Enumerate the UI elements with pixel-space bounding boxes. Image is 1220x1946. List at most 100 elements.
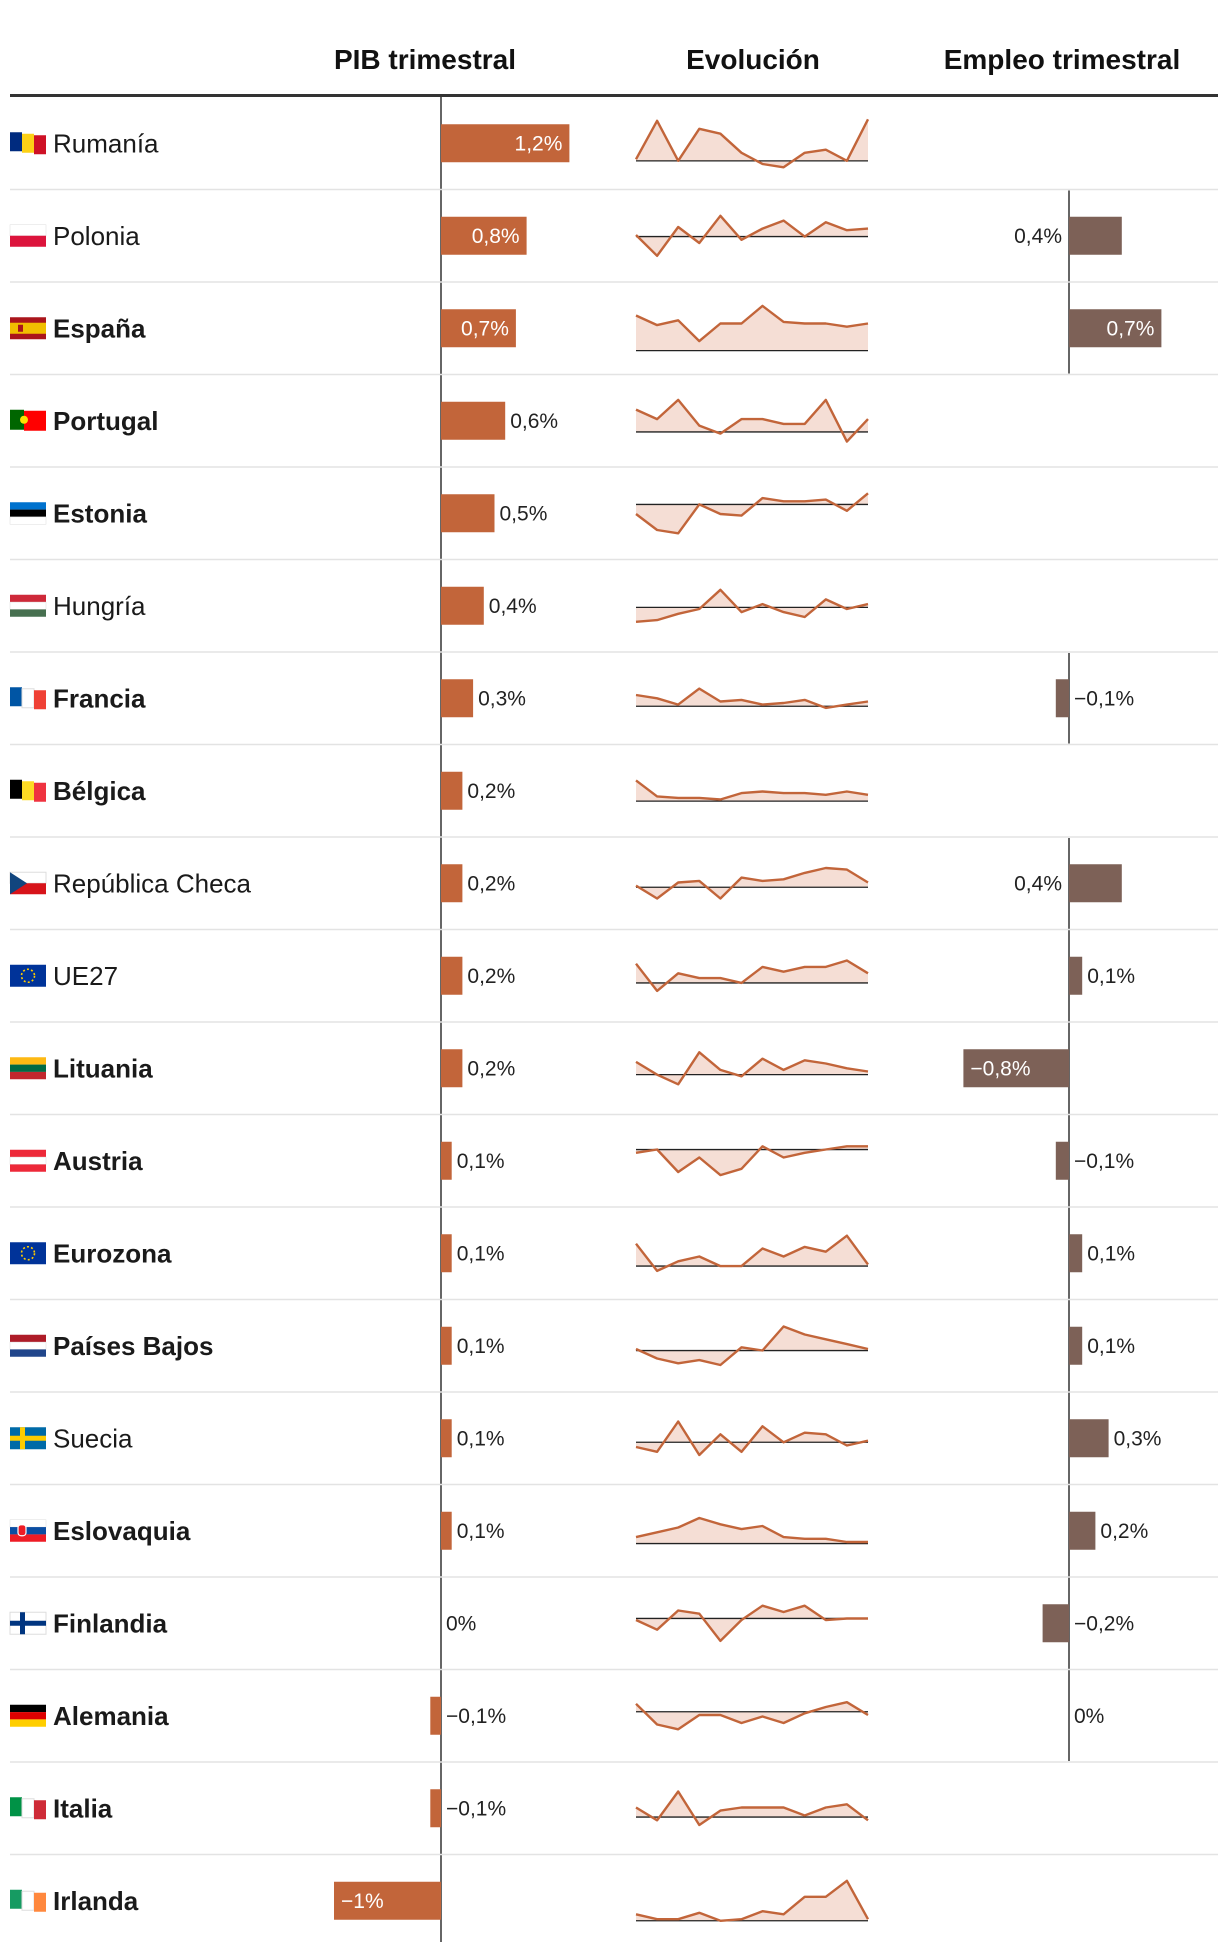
flag-stripe (10, 1534, 46, 1542)
gdp-value-label: 0,7% (461, 317, 509, 340)
country-name: Austria (53, 1146, 143, 1176)
sparkline-line (635, 492, 869, 535)
flag-stripe (10, 1071, 46, 1080)
sparkline-area (636, 1605, 868, 1641)
country-name: Portugal (53, 406, 158, 436)
flag-stars (20, 1245, 36, 1261)
gdp-bar (441, 771, 463, 810)
gdp-value-label: 0,1% (457, 1150, 505, 1173)
country-name: Irlanda (53, 1886, 139, 1916)
gdp-value-label: 0,2% (467, 965, 515, 988)
evolution-sparkline (635, 1700, 869, 1731)
table-row: Eurozona 0,1% 0,1% (10, 1234, 1218, 1301)
flag-stripe (34, 690, 46, 710)
table-row: República Checa 0,2% 0,4% (9, 864, 1218, 931)
flag-stripe (10, 409, 24, 430)
employment-value-label: 0% (1074, 1705, 1104, 1728)
sparkline-area (636, 119, 868, 168)
gdp-bar (441, 124, 570, 163)
flag-icon (10, 779, 46, 802)
header-employment: Empleo trimestral (944, 44, 1181, 75)
flag-icon (9, 1149, 47, 1172)
country-name: Bélgica (53, 776, 146, 806)
country-name: Finlandia (53, 1608, 168, 1638)
sparkline-area (636, 780, 868, 802)
flag-stripe (10, 1527, 46, 1535)
evolution-sparkline (635, 304, 869, 352)
flag-cross (10, 1435, 46, 1441)
table-row: Irlanda −1% (10, 1879, 870, 1923)
flag-emblem (20, 415, 28, 424)
flag-icon (10, 317, 46, 340)
header-rule (10, 94, 1218, 97)
sparkline-line (635, 1325, 869, 1367)
employment-value-label: 0,4% (1014, 872, 1062, 895)
country-name: Francia (53, 683, 146, 713)
gdp-value-label: −0,1% (446, 1705, 506, 1728)
country-name: Alemania (53, 1701, 169, 1731)
sparkline-area (636, 305, 868, 351)
sparkline-area (636, 399, 868, 442)
employment-value-label: 0,4% (1014, 225, 1062, 248)
evolution-sparkline (635, 1145, 868, 1177)
sparkline-line (635, 398, 869, 443)
employment-value-label: −0,1% (1074, 1150, 1134, 1173)
flag-stripe (10, 779, 22, 799)
header-gdp: PIB trimestral (334, 44, 516, 75)
evolution-sparkline (635, 1790, 869, 1827)
sparkline-line (635, 1516, 868, 1544)
flag-icon (10, 687, 46, 710)
flag-stripe (34, 135, 46, 155)
sparkline-area (636, 1326, 868, 1365)
sparkline-area (636, 868, 868, 899)
rows: Rumanía 1,2% Polonia 0,8% 0,4% España 0,7% 0,7%… (9, 97, 1218, 1942)
evolution-sparkline (635, 866, 869, 900)
sparkline-line (635, 959, 869, 993)
flag-cross (10, 1620, 46, 1626)
sparkline-line (635, 1700, 869, 1731)
sparkline-line (635, 1420, 869, 1457)
gdp-value-label: 0,1% (457, 1520, 505, 1543)
flag-icon (9, 1334, 47, 1357)
evolution-sparkline (635, 1879, 870, 1923)
flag-emblem (18, 324, 23, 332)
flag-stripe (22, 133, 34, 153)
evolution-sparkline (635, 959, 869, 993)
evolution-sparkline (634, 118, 870, 169)
employment-value-label: −0,8% (970, 1057, 1030, 1080)
flag-icon (10, 1242, 46, 1265)
gdp-bar (441, 864, 463, 903)
flag-icon (10, 1427, 46, 1450)
table-row: Francia 0,3% −0,1% (10, 679, 1218, 746)
flag-stars (20, 968, 36, 984)
sparkline-line (635, 1879, 870, 1923)
flag-icon (9, 1611, 47, 1635)
country-name: Hungría (53, 591, 146, 621)
table-row: Italia −0,1% (10, 1789, 1218, 1856)
evolution-sparkline (635, 1420, 869, 1457)
flag-stripe (10, 1704, 46, 1713)
sparkline-line (635, 1604, 868, 1643)
sparkline-line (634, 118, 870, 169)
table-row: Portugal 0,6% (10, 398, 1218, 468)
gdp-bar (441, 1511, 452, 1550)
flag-stripe (10, 687, 22, 707)
flag-stripe (10, 509, 46, 517)
gdp-bar (441, 1234, 452, 1273)
flag-triangle (10, 872, 27, 895)
employment-value-label: −0,1% (1074, 687, 1134, 710)
gdp-bar (441, 1049, 463, 1088)
sparkline-line (635, 1145, 868, 1177)
gdp-value-label: 0,1% (457, 1427, 505, 1450)
flag-icon (10, 964, 46, 987)
table-row: Lituania 0,2% −0,8% (10, 1049, 1218, 1116)
flag-stripe (24, 410, 46, 431)
flag-stripe (10, 1149, 46, 1158)
flag-icon (9, 871, 47, 895)
gdp-bar (334, 1881, 441, 1920)
table-row: Finlandia 0% −0,2% (9, 1604, 1218, 1671)
sparkline-area (636, 215, 868, 256)
gdp-bar (441, 1141, 452, 1180)
flag-icon (9, 1519, 47, 1542)
flag-stripe (10, 1334, 46, 1343)
